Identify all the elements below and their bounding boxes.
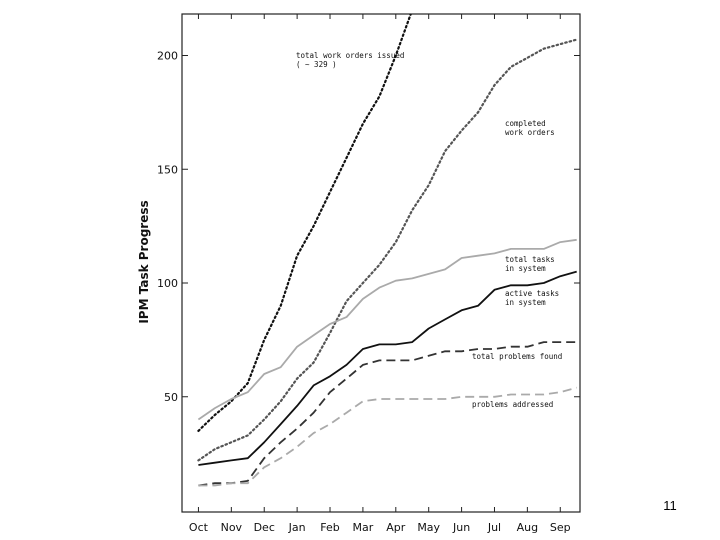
series-annotation-completed-work-orders: completed xyxy=(505,119,546,128)
series-layer xyxy=(197,14,578,487)
series-line-completed-work-orders xyxy=(197,38,578,462)
series-line-total-tasks xyxy=(197,238,577,421)
x-tick-label: Jun xyxy=(452,521,470,534)
labels-layer: total work orders issued( ~ 329 ) complet… xyxy=(296,51,562,409)
series-annotation-total-work-orders: ( ~ 329 ) xyxy=(296,60,337,69)
series-line-total-problems xyxy=(198,341,577,487)
series-line-total-work-orders xyxy=(197,14,412,432)
series-annotation-total-tasks: in system xyxy=(505,264,546,273)
x-tick-label: Oct xyxy=(189,521,209,534)
ticks-layer: 50 100 150 200 Oct Nov Dec Jan Feb Mar Apr May Jun Ju… xyxy=(157,14,580,534)
series-annotation-total-problems: total problems found xyxy=(472,352,562,361)
y-tick-label: 50 xyxy=(164,391,178,404)
x-tick-label: Jan xyxy=(288,521,306,534)
series-annotation-total-work-orders: total work orders issued xyxy=(296,51,404,60)
series-line-problems-addressed xyxy=(198,386,577,487)
x-tick-label: Aug xyxy=(517,521,538,534)
x-tick-label: Mar xyxy=(353,521,374,534)
x-tick-label: Sep xyxy=(550,521,571,534)
y-axis-label: IPM Task Progress xyxy=(137,200,151,323)
page-number: 11 xyxy=(663,498,677,513)
x-tick-label: Feb xyxy=(320,521,339,534)
series-annotation-total-tasks: total tasks xyxy=(505,255,555,264)
plot-frame xyxy=(181,13,581,513)
series-annotation-active-tasks: in system xyxy=(505,298,546,307)
x-tick-label: Dec xyxy=(254,521,275,534)
y-tick-label: 200 xyxy=(157,50,178,63)
x-tick-label: May xyxy=(417,521,440,534)
x-tick-label: Apr xyxy=(386,521,406,534)
y-tick-label: 100 xyxy=(157,277,178,290)
series-annotation-problems-addressed: problems addressed xyxy=(472,400,553,409)
series-annotation-active-tasks: active tasks xyxy=(505,289,559,298)
y-tick-label: 150 xyxy=(157,163,178,176)
x-tick-label: Nov xyxy=(221,521,243,534)
series-annotation-completed-work-orders: work orders xyxy=(505,128,555,137)
x-tick-label: Jul xyxy=(487,521,501,534)
series-line-active-tasks xyxy=(198,270,577,466)
